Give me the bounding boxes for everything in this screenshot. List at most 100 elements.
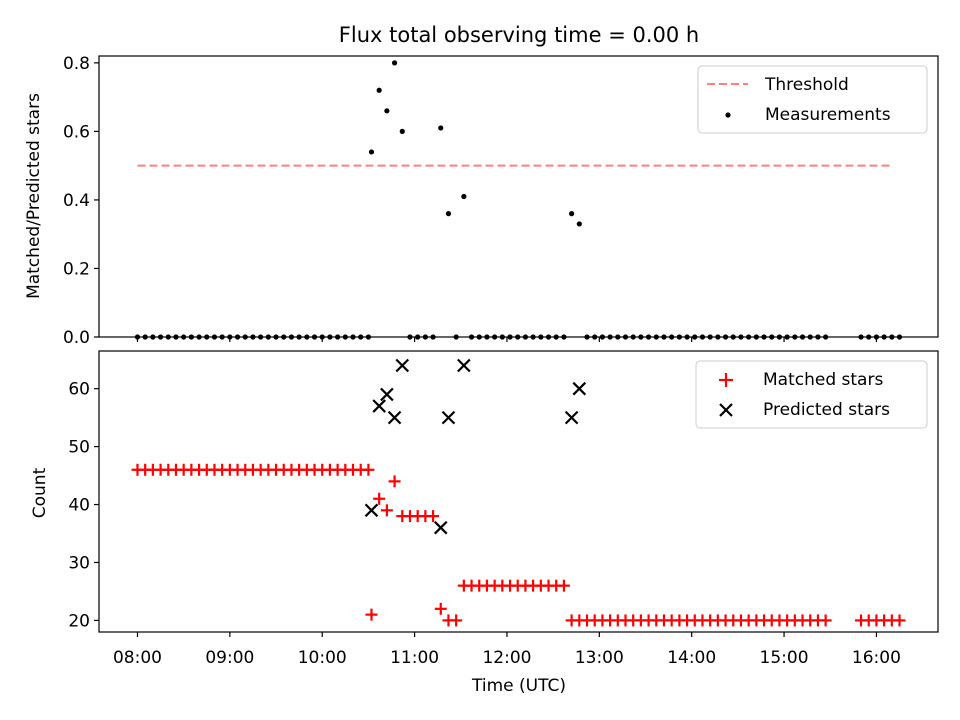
measurement-point xyxy=(258,334,264,340)
measurement-point xyxy=(265,334,271,340)
measurement-point xyxy=(823,334,829,340)
x-tick-label: 16:00 xyxy=(852,648,901,668)
matched-star-marker xyxy=(365,608,378,621)
measurement-point xyxy=(630,334,636,340)
measurement-point xyxy=(157,334,164,340)
measurement-point xyxy=(445,211,452,217)
measurement-point xyxy=(730,334,736,340)
measurement-point xyxy=(538,334,544,340)
matched-star-marker xyxy=(450,614,463,627)
measurement-point xyxy=(227,334,233,340)
predicted-star-marker xyxy=(372,399,386,413)
measurement-point xyxy=(784,334,790,340)
matched-star-marker xyxy=(819,614,832,627)
measurement-point xyxy=(196,334,202,340)
x-tick-label: 14:00 xyxy=(667,648,716,668)
measurement-point xyxy=(273,334,279,340)
measurement-point xyxy=(384,108,390,114)
top-y-tick-label: 0.2 xyxy=(63,259,90,279)
measurement-point xyxy=(499,334,505,340)
measurement-point xyxy=(453,334,459,340)
measurement-point xyxy=(553,334,559,340)
matched-stars-points xyxy=(131,463,906,627)
predicted-star-marker xyxy=(395,358,410,373)
predicted-star-marker xyxy=(457,358,471,373)
predicted-star-marker xyxy=(364,503,379,518)
legend-matched-swatch xyxy=(719,373,733,387)
measurement-point xyxy=(645,334,652,340)
top-legend-box xyxy=(697,65,928,134)
predicted-marker-b xyxy=(372,399,386,413)
measurement-point xyxy=(350,334,356,340)
measurement-point xyxy=(699,334,706,340)
measurement-point xyxy=(134,334,141,340)
measurement-point xyxy=(173,334,179,340)
top-y-tick-label: 0.6 xyxy=(63,122,90,142)
matched-star-marker xyxy=(893,614,906,627)
measurement-point xyxy=(592,334,598,340)
predicted-marker-b xyxy=(364,503,379,518)
top-legend: Threshold Measurements xyxy=(697,65,928,134)
measurement-point xyxy=(881,334,887,340)
measurement-point xyxy=(792,334,798,340)
measurement-point xyxy=(622,334,629,340)
legend-predicted-label: Predicted stars xyxy=(763,400,890,420)
bottom-y-axis-label: Count xyxy=(30,467,50,518)
measurement-point xyxy=(615,334,621,340)
measurement-point xyxy=(576,221,582,227)
measurement-point xyxy=(707,334,713,340)
x-tick-label: 08:00 xyxy=(113,648,162,668)
measurement-point xyxy=(281,334,287,340)
predicted-star-marker xyxy=(441,410,456,425)
measurement-point xyxy=(358,334,364,340)
bottom-plot-frame xyxy=(98,350,939,633)
legend-threshold-label: Threshold xyxy=(764,75,849,95)
bottom-panel: 20 30 40 50 60 08:00 09:00 10:00 11:00 12:00 13:0… xyxy=(30,350,939,696)
matched-star-marker xyxy=(427,510,440,523)
top-panel: 0.00.20.40.60.8 Matched/Predicted stars … xyxy=(24,54,939,348)
measurement-point xyxy=(807,334,813,340)
legend-matched-label: Matched stars xyxy=(763,370,883,390)
measurement-point xyxy=(599,334,606,340)
bottom-y-tick-label: 60 xyxy=(68,380,90,400)
bottom-legend-box xyxy=(695,360,928,429)
measurement-point xyxy=(676,334,682,340)
predicted-star-marker xyxy=(572,381,587,396)
bottom-y-tick-label: 30 xyxy=(68,553,90,573)
measurement-point xyxy=(342,334,348,340)
measurement-point xyxy=(722,334,729,340)
top-y-axis-label: Matched/Predicted stars xyxy=(24,93,44,299)
measurement-point xyxy=(150,334,156,340)
measurement-point xyxy=(142,334,148,340)
measurement-point xyxy=(391,60,398,66)
measurement-point xyxy=(653,334,659,340)
predicted-marker-b xyxy=(395,358,410,373)
measurement-point xyxy=(288,334,295,340)
matched-star-marker xyxy=(388,475,401,488)
measurement-point xyxy=(319,334,325,340)
measurement-point xyxy=(250,334,256,340)
predicted-marker-b xyxy=(564,410,579,425)
measurement-point xyxy=(368,149,375,155)
measurement-point xyxy=(873,334,880,340)
measurement-point xyxy=(530,334,536,340)
predicted-marker-b xyxy=(387,410,402,425)
measurement-point xyxy=(799,334,806,340)
measurement-point xyxy=(492,334,498,340)
predicted-marker-b xyxy=(572,381,587,396)
measurement-point xyxy=(669,334,675,340)
measurement-point xyxy=(896,334,903,340)
measurement-point xyxy=(769,334,775,340)
measurement-point xyxy=(399,128,405,134)
measurement-point xyxy=(304,334,310,340)
top-y-tick-label: 0.4 xyxy=(63,191,90,211)
legend-predicted-swatch xyxy=(719,403,733,417)
predicted-star-marker xyxy=(380,387,394,402)
measurement-point xyxy=(415,334,421,340)
measurement-point xyxy=(422,334,428,340)
measurement-point xyxy=(327,334,333,340)
measurement-point xyxy=(561,334,567,340)
top-y-tick-label: 0.0 xyxy=(63,328,90,348)
measurement-point xyxy=(715,334,721,340)
